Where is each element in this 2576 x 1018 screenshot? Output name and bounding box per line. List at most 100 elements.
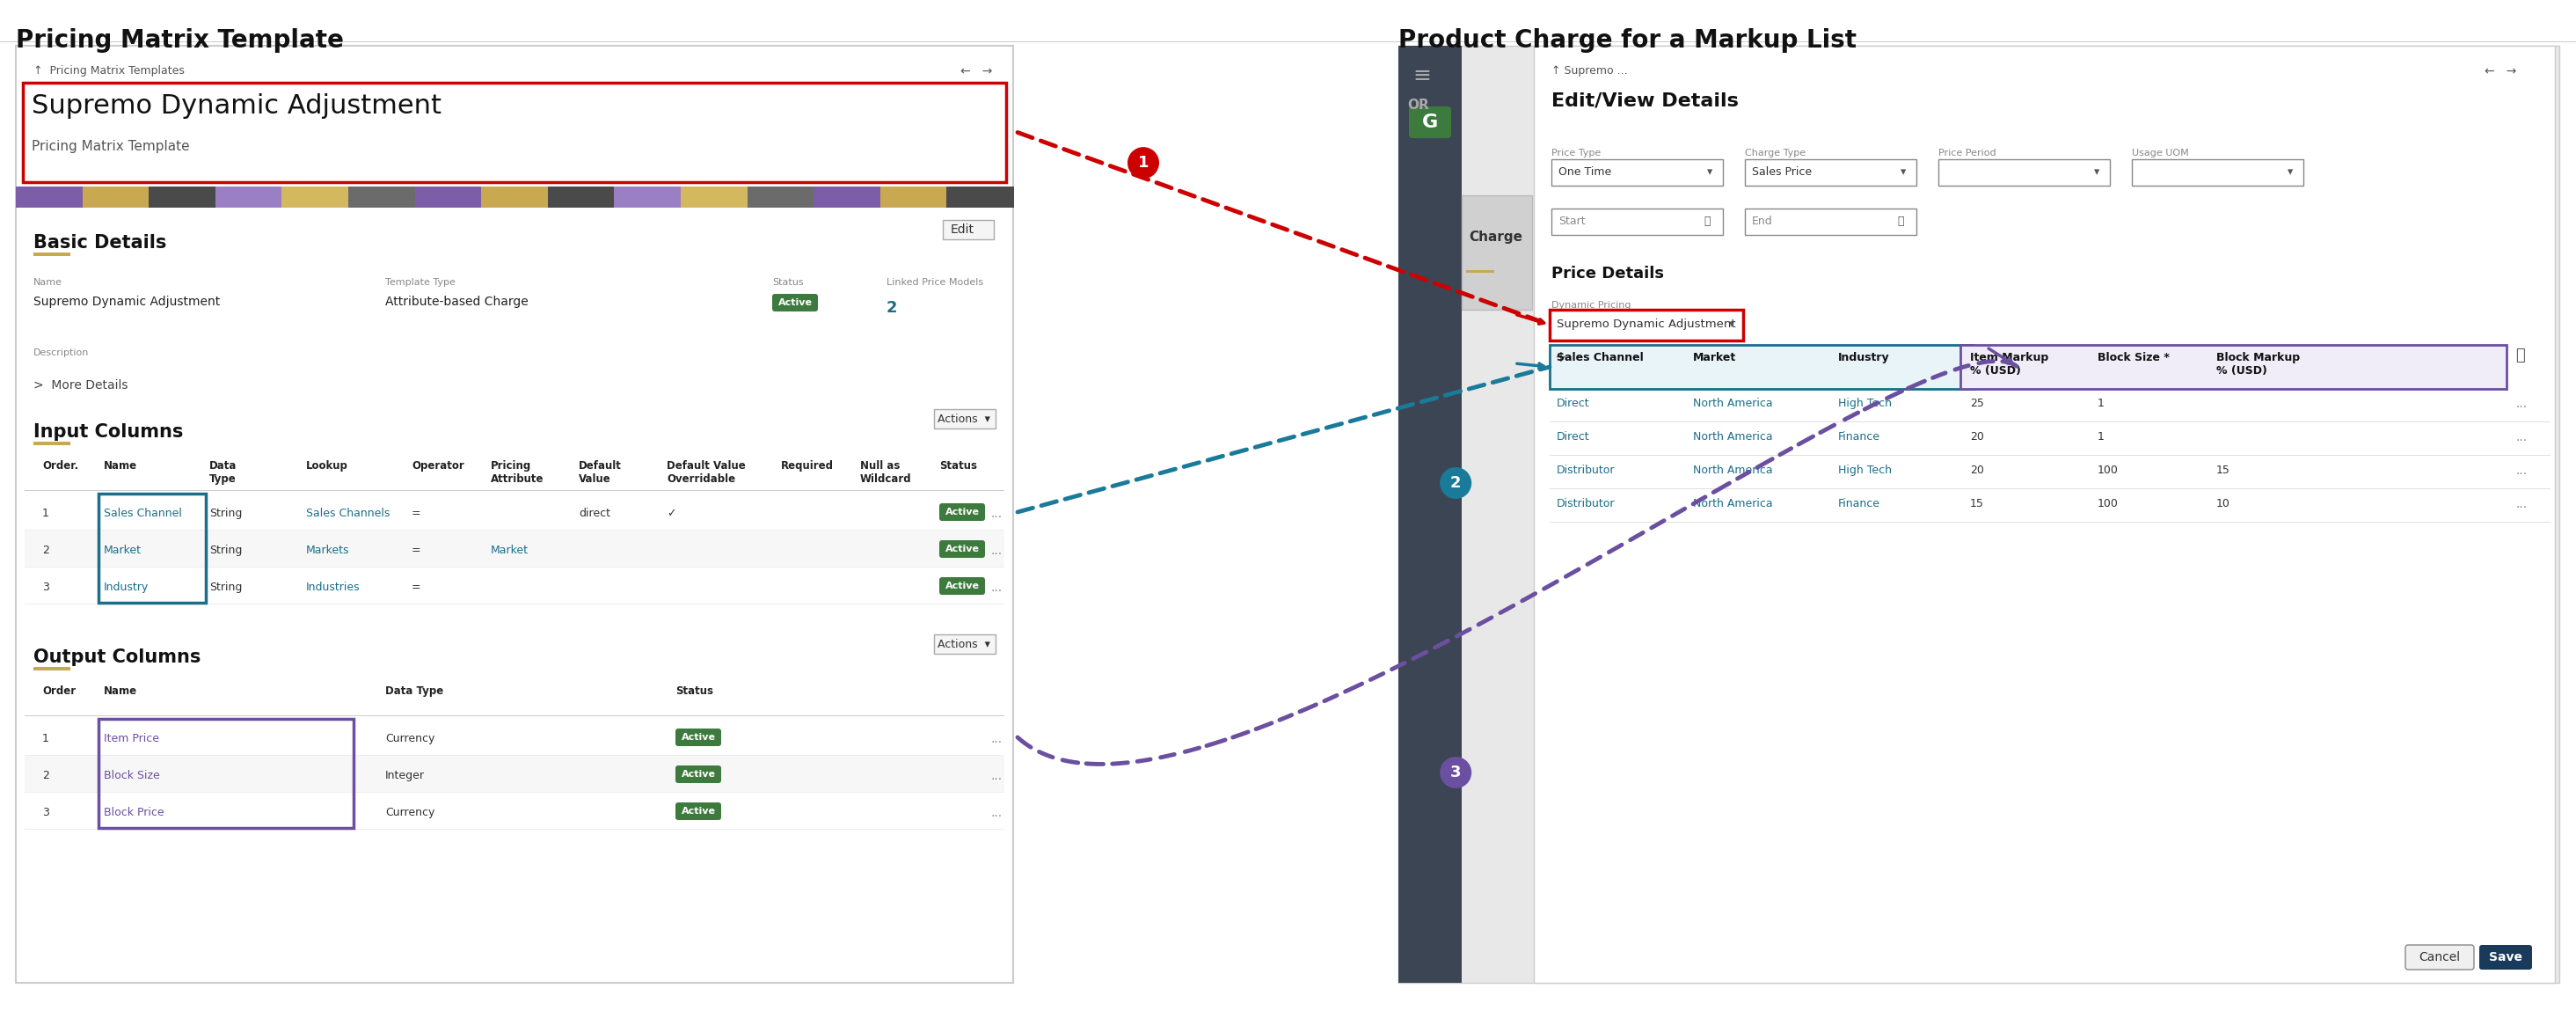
Text: ...: ... [2514,398,2527,410]
Text: Supremo Dynamic Adjustment: Supremo Dynamic Adjustment [33,295,219,308]
Bar [1551,422,2550,456]
Bar [33,252,70,257]
Text: ...: ... [992,733,1002,745]
Text: Item Price: Item Price [103,733,160,744]
FancyBboxPatch shape [1409,107,1450,138]
Bar [1551,347,1571,367]
Text: ▾: ▾ [1728,319,1734,330]
Bar [281,186,350,208]
Text: 📅: 📅 [1703,216,1710,227]
Text: ▾: ▾ [1901,166,1906,178]
Text: 2: 2 [886,300,896,316]
Bar [1551,159,1723,185]
Text: Order: Order [41,685,75,697]
Bar [2133,159,2303,185]
FancyBboxPatch shape [675,729,721,746]
Text: Actions  ▾: Actions ▾ [938,638,989,649]
Text: Linked Price Models: Linked Price Models [886,278,984,287]
Bar [1744,159,1917,185]
Text: Active: Active [945,508,979,516]
Text: Distributor: Distributor [1556,498,1615,509]
Text: 1: 1 [2097,432,2105,443]
Bar [33,667,70,671]
Text: Name: Name [33,278,62,287]
Text: Usage UOM: Usage UOM [2133,149,2190,158]
Text: Price Period: Price Period [1937,149,1996,158]
Text: 25: 25 [1971,398,1984,409]
Bar [15,46,1012,982]
Text: Data Type: Data Type [386,685,443,697]
Text: Supremo Dynamic Adjustment: Supremo Dynamic Adjustment [1556,319,1736,330]
Bar [1461,195,1533,309]
Text: 1: 1 [41,508,49,519]
Text: Sales Channel: Sales Channel [1556,352,1643,363]
Text: 2: 2 [41,770,49,782]
Bar [1533,46,2555,982]
Text: Market: Market [1692,352,1736,363]
Bar [98,494,206,603]
Text: North America: North America [1692,498,1772,509]
Text: Item Markup
% (USD): Item Markup % (USD) [1971,352,2048,377]
Text: One Time: One Time [1558,166,1613,178]
Text: Status: Status [675,685,714,697]
Text: Sales Channel: Sales Channel [103,508,183,519]
Text: Pricing Matrix Template: Pricing Matrix Template [31,139,191,153]
Text: ↑  Pricing Matrix Templates: ↑ Pricing Matrix Templates [33,65,185,76]
Text: Integer: Integer [386,770,425,782]
Text: Active: Active [945,581,979,590]
Text: =: = [412,545,420,556]
Text: Active: Active [680,770,716,779]
Text: Charge Type: Charge Type [1744,149,1806,158]
Text: ✓: ✓ [667,508,675,519]
Bar [26,719,1005,755]
Bar [814,186,881,208]
Text: G: G [1422,113,1437,131]
Text: OR: OR [1406,99,1430,112]
Text: 10: 10 [2215,498,2231,509]
Text: Name: Name [103,685,137,697]
FancyBboxPatch shape [773,294,819,312]
Text: Active: Active [945,545,979,554]
Text: String: String [209,508,242,519]
Text: Supremo Dynamic Adjustment: Supremo Dynamic Adjustment [31,94,440,119]
Bar [1399,46,2561,982]
Text: Template Type: Template Type [386,278,456,287]
Bar [1551,389,2550,422]
Bar [1399,46,1461,982]
FancyBboxPatch shape [675,802,721,821]
Text: 15: 15 [2215,464,2231,476]
Bar [15,186,82,208]
Text: 100: 100 [2097,498,2117,509]
Text: Status: Status [773,278,804,287]
Text: 100: 100 [2097,464,2117,476]
Bar [935,409,994,429]
Bar [26,530,1005,567]
Text: Sales Price: Sales Price [1752,166,1811,178]
Text: Input Columns: Input Columns [33,423,183,441]
Text: Attribute-based Charge: Attribute-based Charge [386,295,528,308]
Text: Name: Name [103,460,137,471]
Text: Dynamic Pricing: Dynamic Pricing [1551,301,1631,309]
Bar [943,220,994,239]
Text: 3: 3 [41,581,49,593]
Text: Pricing Matrix Template: Pricing Matrix Template [15,29,343,53]
Bar [613,186,683,208]
Text: High Tech: High Tech [1839,398,1891,409]
Text: Default
Value: Default Value [580,460,621,485]
Text: >  More Details: > More Details [33,380,129,392]
Text: Direct: Direct [1556,398,1589,409]
Text: Start: Start [1558,216,1584,227]
Circle shape [1440,756,1471,788]
Text: Output Columns: Output Columns [33,648,201,666]
Bar [1466,270,1494,273]
Text: North America: North America [1692,464,1772,476]
Text: Finance: Finance [1839,498,1880,509]
Bar [1744,209,1917,235]
Text: 1: 1 [2097,398,2105,409]
Text: Industry: Industry [1839,352,1891,363]
Bar [1937,159,2110,185]
Text: Data
Type: Data Type [209,460,237,485]
Text: Lookup: Lookup [307,460,348,471]
Text: Price Type: Price Type [1551,149,1600,158]
Text: Block Size: Block Size [103,770,160,782]
